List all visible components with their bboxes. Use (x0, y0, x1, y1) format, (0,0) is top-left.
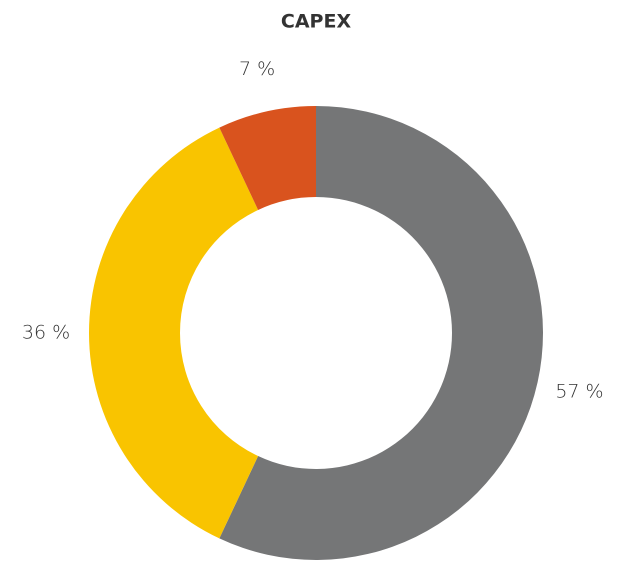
chart-title: CAPEX (281, 11, 352, 33)
slice (219, 106, 316, 210)
value-label: 57 % (555, 380, 603, 402)
slice (219, 106, 544, 560)
value-label: 36 % (22, 322, 70, 344)
value-label: 7 % (239, 58, 275, 80)
slice (89, 127, 259, 539)
